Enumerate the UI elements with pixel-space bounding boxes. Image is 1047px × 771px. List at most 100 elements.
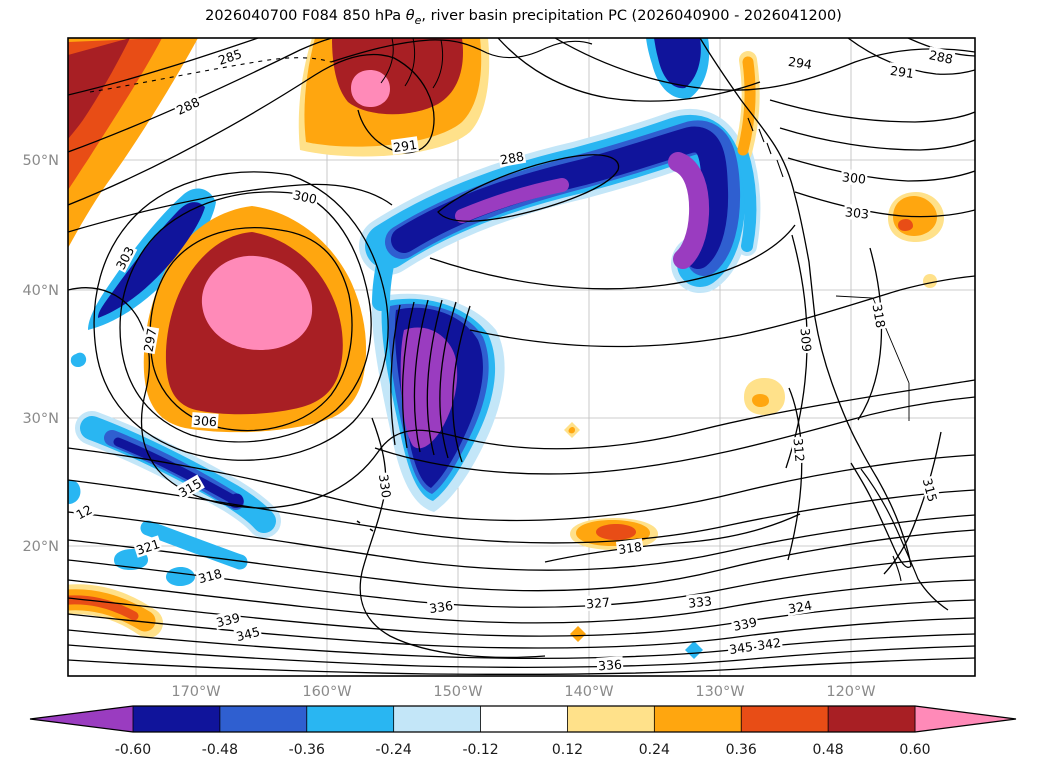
contour-line [68, 629, 975, 660]
shaded-region-redorange [68, 595, 139, 621]
contour-line [68, 529, 975, 592]
contour-label-patch [869, 301, 890, 331]
contour-label-text: 288 [499, 149, 525, 168]
contour-label-patch [71, 500, 96, 523]
colorbar-segment-orange [654, 706, 742, 732]
colorbar-outline [29, 705, 1017, 733]
coastline [356, 520, 374, 532]
contour-label-text: 306 [193, 413, 218, 430]
shaded-region-pink [201, 255, 313, 350]
lon-tick-label: 170°W [171, 684, 220, 700]
contour-line [544, 513, 801, 563]
contour-line [452, 305, 471, 463]
shaded-region-pink [351, 70, 390, 107]
contour-label: 312 [790, 436, 809, 464]
contour-label-text: 339 [215, 610, 242, 630]
contour-label: 345 [726, 638, 755, 657]
contour-label-patch [843, 203, 871, 222]
contour-line [68, 38, 333, 153]
theta-symbol: θ [405, 8, 415, 24]
contour-label-text: 312 [790, 437, 807, 462]
shaded-region-cyan [166, 567, 195, 586]
contour-label-text: 300 [292, 187, 319, 207]
contour-label-text: 345 [235, 624, 262, 644]
coastline [747, 117, 784, 178]
contour-line [439, 301, 457, 459]
contour-line [68, 183, 393, 233]
contour-label-text: 333 [687, 593, 712, 610]
contour-label-text: 324 [787, 598, 813, 617]
contour-label-text: 285 [216, 46, 243, 68]
figure-title: 2026040700 F084 850 hPa θe, river basin … [0, 8, 1047, 27]
contour-label-patch [174, 474, 205, 501]
shaded-region-cyan [372, 241, 397, 311]
contour-line [68, 38, 259, 96]
shaded-region-cyan [70, 352, 87, 367]
contour-line [429, 224, 796, 290]
contour-label-patch [726, 638, 755, 657]
shaded-region-orange [752, 394, 769, 407]
contour-label: 306 [191, 412, 219, 430]
contour-line [68, 511, 975, 571]
map-frame [67, 37, 976, 677]
contour-line [847, 38, 975, 75]
contour-label: 294 [786, 53, 815, 72]
contour-label-patch [730, 613, 760, 634]
contour-label-text: 339 [732, 614, 759, 634]
contour-label-patch [754, 634, 783, 653]
contour-label: 12 [71, 500, 96, 523]
contour-label-text: 345 [728, 639, 754, 657]
contour-label: 345 [233, 623, 263, 644]
shaded-region-cyan [68, 480, 81, 504]
colorbar-segment-redorange [741, 706, 829, 732]
lat-tick-label: 50°N [22, 153, 59, 169]
lon-tick-label: 120°W [826, 684, 875, 700]
contour-line [374, 396, 975, 475]
contour-label: 300 [290, 186, 320, 207]
title-suffix: , river basin precipitation PC (20260409… [421, 8, 842, 24]
contour-label-patch [888, 62, 917, 81]
contour-label: 336 [596, 656, 624, 673]
contour-label: 324 [785, 596, 815, 617]
contour-label-text: 318 [870, 303, 889, 329]
colorbar-segment-lightblue [393, 706, 482, 732]
contour-label: 342 [754, 634, 783, 653]
contour-label-patch [133, 535, 163, 558]
contour-label-patch [191, 412, 219, 429]
contour-label-patch [686, 592, 714, 611]
contour-line [68, 613, 975, 649]
contour-line [68, 287, 975, 509]
contour-line [149, 227, 353, 432]
lat-tick-label: 30°N [22, 411, 59, 427]
contour-label-text: 315 [920, 477, 941, 504]
contour-label-patch [426, 597, 455, 616]
colorbar-tick-label: -0.12 [462, 742, 498, 758]
contour-label-patch [111, 242, 138, 273]
colorbar-tick-label: 0.36 [726, 742, 757, 758]
shaded-region-darkred [68, 38, 130, 139]
contour-label-patch [195, 564, 225, 587]
contour-line [469, 275, 975, 348]
contour-label-text: 291 [889, 63, 915, 81]
contour-label-text: 330 [376, 473, 394, 499]
contour-label-patch [290, 186, 320, 207]
contour-label-text: 297 [141, 327, 160, 353]
contour-label-text: 342 [756, 635, 782, 653]
colorbar-tick-label: -0.24 [376, 742, 412, 758]
contour-line [68, 479, 975, 544]
contour-line [857, 247, 883, 421]
contour-line [413, 299, 429, 453]
contour-label: 315 [920, 475, 942, 505]
contour-label: 297 [139, 325, 160, 355]
contour-label: 285 [215, 45, 245, 68]
colorbar-tick-label: 0.48 [813, 742, 844, 758]
contour-label-patch [797, 326, 816, 354]
shaded-region-orange [570, 626, 586, 642]
contour-line [68, 644, 975, 668]
contour-label: 318 [195, 564, 225, 587]
contour-label: 321 [133, 535, 163, 558]
coastline [860, 468, 949, 611]
contour-label-patch [390, 136, 419, 155]
